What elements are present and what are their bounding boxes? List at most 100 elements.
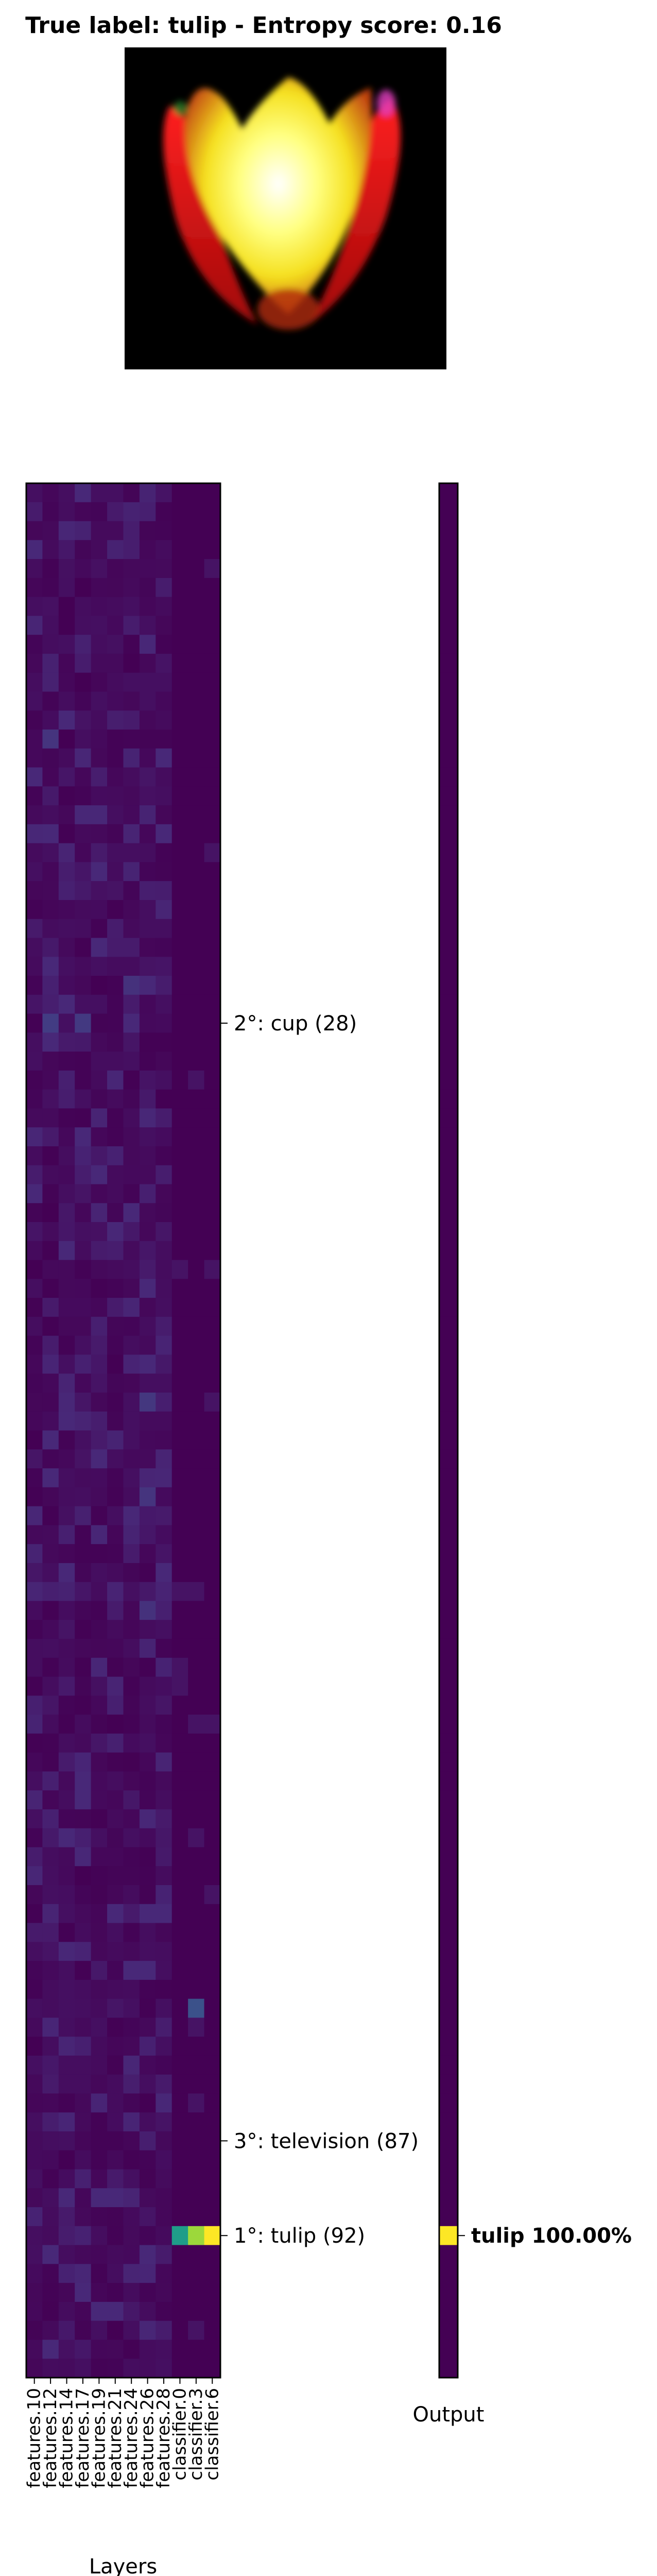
heatmap-cell [42, 691, 59, 711]
heatmap-cell [188, 1260, 205, 1279]
heatmap-cell [26, 672, 43, 692]
heatmap-cell [42, 881, 59, 901]
heatmap-cell [91, 1809, 108, 1829]
heatmap-cell [42, 2264, 59, 2283]
heatmap-cell [139, 616, 156, 635]
output-cell [439, 1354, 458, 1374]
heatmap-cell [42, 957, 59, 976]
heatmap-cell [155, 635, 172, 654]
heatmap-cell [155, 767, 172, 787]
heatmap-cell [171, 1070, 188, 1090]
heatmap-cell [139, 900, 156, 920]
heatmap-cell [155, 1089, 172, 1109]
heatmap-cell [42, 2112, 59, 2132]
heatmap-cell [171, 1847, 188, 1867]
heatmap-cell [58, 616, 75, 635]
heatmap-cell [139, 1942, 156, 1961]
heatmap-cell [155, 976, 172, 995]
heatmap-cell [42, 2131, 59, 2151]
heatmap-cell [75, 1979, 92, 1999]
output-cell [439, 1733, 458, 1753]
output-cell [439, 1657, 458, 1677]
heatmap-cell [26, 1676, 43, 1696]
output-cell [439, 1184, 458, 1204]
heatmap-cell [171, 1203, 188, 1223]
heatmap-cell [75, 2340, 92, 2359]
heatmap-cell [75, 1392, 92, 1412]
heatmap-cell [171, 786, 188, 806]
heatmap-cell [107, 843, 124, 862]
heatmap-cell [75, 2169, 92, 2189]
heatmap-cell [107, 2359, 124, 2378]
heatmap-cell [26, 2055, 43, 2075]
heatmap-cell [123, 1052, 140, 1071]
heatmap-cell [123, 1657, 140, 1677]
heatmap-cell [204, 1715, 221, 1734]
heatmap-cell [58, 1222, 75, 1242]
heatmap-cell [58, 483, 75, 503]
heatmap-cell [155, 1715, 172, 1734]
heatmap-cell [91, 862, 108, 882]
heatmap-cell [91, 635, 108, 654]
heatmap-cell [123, 1904, 140, 1924]
heatmap-cell [171, 2188, 188, 2208]
x-tick-label: classifier.3 [186, 2388, 206, 2480]
heatmap-cell [58, 1923, 75, 1942]
heatmap-cell [139, 1715, 156, 1734]
heatmap-cell [123, 2359, 140, 2378]
heatmap-cell [42, 1279, 59, 1298]
heatmap-cell [171, 616, 188, 635]
heatmap-cell [188, 1809, 205, 1829]
output-cell [439, 843, 458, 862]
heatmap-cell [204, 2245, 221, 2264]
heatmap-cell [91, 1733, 108, 1753]
heatmap-cell [204, 1525, 221, 1545]
heatmap-cell [139, 2150, 156, 2170]
heatmap-cell [139, 1165, 156, 1185]
heatmap-cell [204, 672, 221, 692]
heatmap-cell [58, 1638, 75, 1658]
heatmap-cell [58, 1089, 75, 1109]
heatmap-cell [139, 994, 156, 1014]
heatmap-cell [139, 672, 156, 692]
heatmap-cell [204, 2301, 221, 2321]
heatmap-cell [171, 1733, 188, 1753]
output-cell [439, 805, 458, 825]
heatmap-cell [107, 824, 124, 844]
heatmap-cell [123, 1127, 140, 1147]
heatmap-cell [204, 1146, 221, 1166]
heatmap-cell [75, 1525, 92, 1545]
heatmap-cell [139, 881, 156, 901]
heatmap-cell [42, 1127, 59, 1147]
heatmap-cell [26, 1638, 43, 1658]
heatmap-cell [139, 1809, 156, 1829]
heatmap-cell [188, 1449, 205, 1469]
heatmap-cell [42, 1676, 59, 1696]
heatmap-cell [123, 1638, 140, 1658]
heatmap-cell [75, 2055, 92, 2075]
heatmap-cell [139, 1316, 156, 1336]
heatmap-cell [91, 1108, 108, 1128]
heatmap-cell [171, 2150, 188, 2170]
heatmap-cell [26, 957, 43, 976]
heatmap-cell [42, 1979, 59, 1999]
heatmap-cell [107, 1979, 124, 1999]
heatmap-cell [42, 578, 59, 598]
heatmap-cell [107, 2188, 124, 2208]
heatmap-cell [123, 1620, 140, 1639]
heatmap-cell [91, 502, 108, 522]
heatmap-cell [75, 862, 92, 882]
heatmap-cell [204, 2055, 221, 2075]
heatmap-cell [75, 2245, 92, 2264]
heatmap-cell [107, 1184, 124, 1204]
heatmap-cell [155, 730, 172, 749]
heatmap-cell [42, 938, 59, 957]
heatmap-cell [107, 1354, 124, 1374]
heatmap-cell [204, 2207, 221, 2227]
heatmap-cell [58, 2359, 75, 2378]
output-cell [439, 1052, 458, 1071]
output-cell [439, 1070, 458, 1090]
heatmap-cell [155, 1506, 172, 1526]
output-cell [439, 1146, 458, 1166]
heatmap-cell [91, 1222, 108, 1242]
